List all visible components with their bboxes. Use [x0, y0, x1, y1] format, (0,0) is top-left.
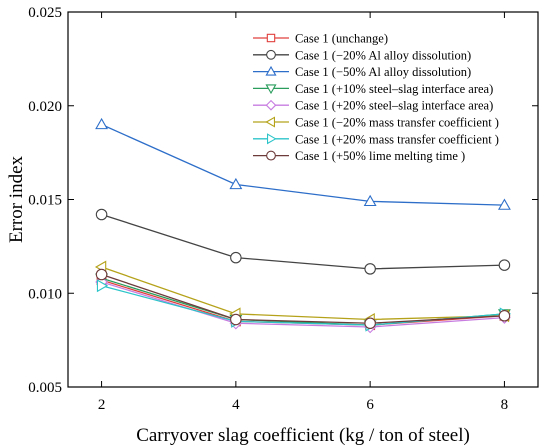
x-tick-label: 2: [98, 397, 106, 413]
series-line: [101, 123, 505, 206]
legend-marker: [266, 33, 276, 43]
data-point: [95, 268, 108, 281]
data-point: [497, 198, 511, 210]
y-tick-label: 0.015: [28, 193, 62, 209]
legend-marker: [265, 99, 277, 111]
x-tick-label: 4: [232, 397, 240, 413]
legend-entry: Case 1 (−50% Al alloy dissolution): [253, 65, 471, 79]
data-point: [95, 117, 109, 130]
legend-entry: Case 1 (+20% steel–slag interface area): [253, 99, 493, 113]
y-tick-label: 0.020: [28, 99, 62, 115]
data-point: [498, 309, 511, 322]
legend-label: Case 1 (+20% steel–slag interface area): [295, 99, 493, 113]
series-line: [101, 273, 505, 324]
data-point: [96, 279, 109, 293]
y-tick-label: 0.005: [28, 380, 62, 396]
y-axis-label: Error index: [6, 155, 27, 243]
legend-label: Case 1 (−50% Al alloy dissolution): [295, 65, 471, 79]
legend-marker: [265, 65, 277, 76]
data-point: [230, 313, 242, 326]
data-point: [498, 259, 511, 271]
data-point: [364, 317, 376, 330]
legend-entry: Case 1 (+50% lime melting time ): [253, 149, 465, 163]
legend: Case 1 (unchange) Case 1 (−20% Al alloy d…: [253, 32, 499, 163]
series-line: [101, 213, 505, 270]
legend-label: Case 1 (+20% mass transfer coefficient ): [295, 132, 499, 146]
series-8: [95, 268, 511, 330]
x-tick-label: 8: [501, 397, 509, 413]
legend-entry: Case 1 (−20% mass transfer coefficient ): [253, 116, 499, 130]
y-tick-label: 0.010: [28, 286, 62, 302]
series-5: [95, 275, 511, 334]
data-point: [364, 263, 376, 275]
legend-entry: Case 1 (+10% steel–slag interface area): [253, 82, 493, 96]
legend-entry: Case 1 (−20% Al alloy dissolution): [253, 48, 471, 62]
legend-marker: [265, 116, 276, 128]
data-point: [229, 177, 243, 190]
data-point: [95, 208, 108, 221]
legend-label: Case 1 (+10% steel–slag interface area): [295, 82, 493, 96]
legend-entry: Case 1 (+20% mass transfer coefficient ): [253, 132, 499, 146]
legend-label: Case 1 (unchange): [295, 32, 388, 46]
series-3: [95, 117, 511, 210]
x-axis-label: Carryover slag coefficient (kg / ton of …: [136, 425, 470, 446]
series-line: [101, 266, 505, 321]
axis-ticks: 2 4 6 8 0.005 0.010 0.015 0.020 0.025: [28, 5, 538, 413]
data-point: [230, 251, 242, 264]
legend-label: Case 1 (−20% Al alloy dissolution): [295, 48, 471, 62]
series-2: [95, 208, 511, 275]
x-tick-label: 6: [366, 397, 374, 413]
legend-marker: [266, 49, 276, 60]
legend-entry: Case 1 (unchange): [253, 32, 388, 46]
data-point: [363, 194, 377, 207]
legend-label: Case 1 (−20% mass transfer coefficient ): [295, 116, 499, 130]
y-tick-label: 0.025: [28, 5, 62, 21]
legend-marker: [265, 84, 277, 95]
legend-marker: [266, 133, 277, 145]
legend-marker: [266, 150, 276, 161]
series-layer: [94, 117, 512, 334]
series-line: [101, 281, 505, 328]
legend-label: Case 1 (+50% lime melting time ): [295, 149, 465, 163]
